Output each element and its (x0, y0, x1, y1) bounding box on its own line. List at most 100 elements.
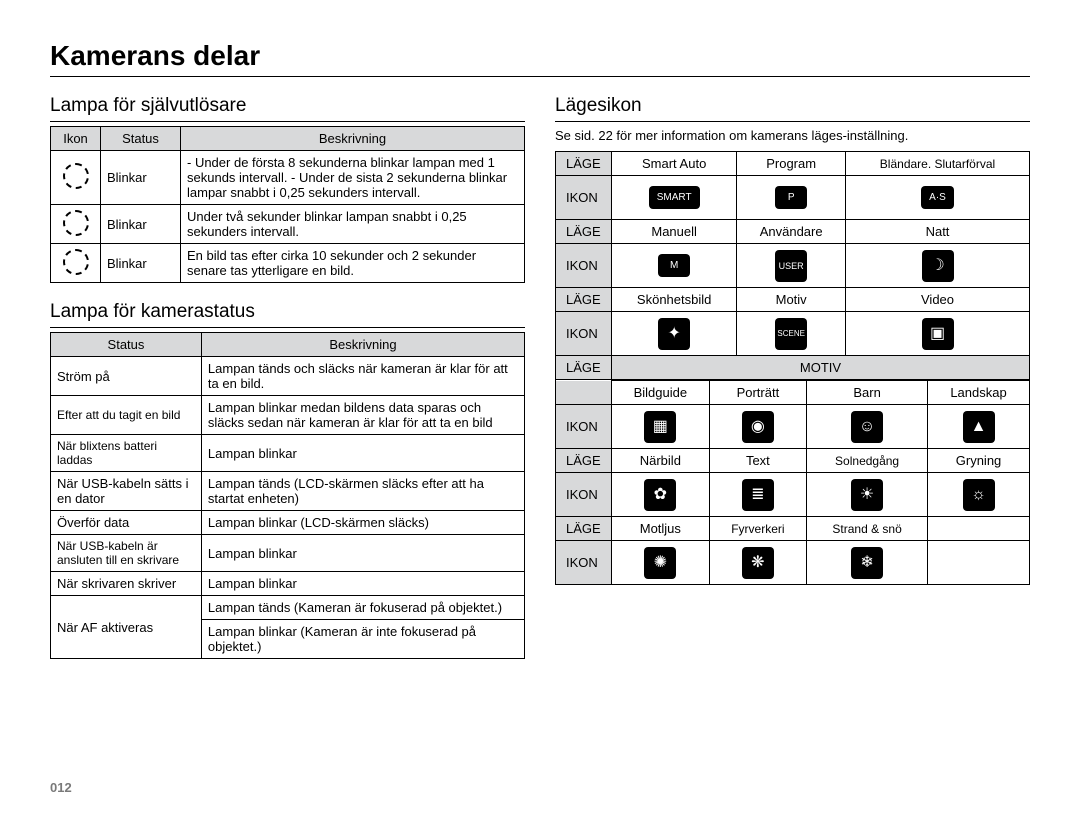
manual-icon: M (612, 244, 737, 288)
mode-name: Fyrverkeri (709, 517, 806, 541)
cell-desc: Lampan blinkar medan bildens data sparas… (201, 396, 524, 435)
smart-auto-icon: SMART (612, 176, 737, 220)
left-column: Lampa för självutlösare Ikon Status Besk… (50, 95, 525, 659)
cell-status: När skrivaren skriver (51, 572, 202, 596)
night-icon: ☽ (846, 244, 1030, 288)
mode-name: Solnedgång (807, 449, 928, 473)
cell-status: Överför data (51, 511, 202, 535)
mode-name: Smart Auto (612, 152, 737, 176)
timer-2-icon (51, 205, 101, 244)
program-icon: P (737, 176, 846, 220)
table-row: När AF aktiveras Lampan tänds (Kameran ä… (51, 596, 525, 620)
cell-status: När USB-kabeln sätts i en dator (51, 472, 202, 511)
mode-name-empty (928, 517, 1030, 541)
col-beskrivning: Beskrivning (201, 333, 524, 357)
label-ikon: IKON (556, 312, 612, 356)
cell-desc: Lampan blinkar (201, 535, 524, 572)
mode-name: Gryning (928, 449, 1030, 473)
mode-icon-empty (928, 541, 1030, 585)
timer-10-icon (51, 151, 101, 205)
label-lage: LÄGE (556, 220, 612, 244)
motiv-table: Bildguide Porträtt Barn Landskap IKON ▦ … (555, 380, 1030, 585)
label-ikon: IKON (556, 244, 612, 288)
table-row: Efter att du tagit en bild Lampan blinka… (51, 396, 525, 435)
cell-status: Blinkar (101, 244, 181, 283)
modeicon-heading: Lägesikon (555, 95, 1030, 122)
col-status: Status (101, 127, 181, 151)
label-lage: LÄGE (556, 449, 612, 473)
right-column: Lägesikon Se sid. 22 för mer information… (555, 95, 1030, 659)
children-icon: ☺ (807, 405, 928, 449)
mode-name: Skönhetsbild (612, 288, 737, 312)
cell-desc: En bild tas efter cirka 10 sekunder och … (181, 244, 525, 283)
label-ikon: IKON (556, 176, 612, 220)
cell-desc: Lampan blinkar (201, 572, 524, 596)
closeup-icon: ✿ (612, 473, 710, 517)
label-lage: LÄGE (556, 288, 612, 312)
mode-name: Program (737, 152, 846, 176)
text-icon: ≣ (709, 473, 806, 517)
aperture-shutter-icon: A·S (846, 176, 1030, 220)
label-ikon: IKON (556, 473, 612, 517)
label-ikon: IKON (556, 541, 612, 585)
cell-desc: Lampan blinkar (LCD-skärmen släcks) (201, 511, 524, 535)
page-title: Kamerans delar (50, 40, 1030, 77)
table-row: Blinkar En bild tas efter cirka 10 sekun… (51, 244, 525, 283)
mode-table: LÄGE Smart Auto Program Bländare. Slutar… (555, 151, 1030, 380)
cell-desc: Lampan tänds och släcks när kameran är k… (201, 357, 524, 396)
cell-status: Blinkar (101, 151, 181, 205)
table-row: När USB-kabeln är ansluten till en skriv… (51, 535, 525, 572)
mode-name: Användare (737, 220, 846, 244)
video-icon: ▣ (846, 312, 1030, 356)
mode-name: Bländare. Slutarförval (846, 152, 1030, 176)
mode-name: Text (709, 449, 806, 473)
modeicon-note: Se sid. 22 för mer information om kamera… (555, 128, 1030, 143)
beachsnow-icon: ❄ (807, 541, 928, 585)
cell-status: När AF aktiveras (51, 596, 202, 659)
cell-desc: - Under de första 8 sekunderna blinkar l… (181, 151, 525, 205)
col-status: Status (51, 333, 202, 357)
cell-status: Ström på (51, 357, 202, 396)
cell-desc: Lampan blinkar (Kameran är inte fokusera… (201, 620, 524, 659)
beauty-icon: ✦ (612, 312, 737, 356)
camerastatus-table: Status Beskrivning Ström på Lampan tänds… (50, 332, 525, 659)
cell-status: När USB-kabeln är ansluten till en skriv… (51, 535, 202, 572)
scene-icon: SCENE (737, 312, 846, 356)
label-lage-hidden (556, 381, 612, 405)
mode-name: Motiv (737, 288, 846, 312)
label-lage: LÄGE (556, 517, 612, 541)
cell-status: Blinkar (101, 205, 181, 244)
cell-desc: Lampan blinkar (201, 435, 524, 472)
dawn-icon: ☼ (928, 473, 1030, 517)
landscape-icon: ▲ (928, 405, 1030, 449)
mode-name: Närbild (612, 449, 710, 473)
cell-status: Efter att du tagit en bild (51, 396, 202, 435)
table-row: När blixtens batteri laddas Lampan blink… (51, 435, 525, 472)
backlight-icon: ✺ (612, 541, 710, 585)
table-row: När USB-kabeln sätts i en dator Lampan t… (51, 472, 525, 511)
cell-desc: Lampan tänds (LCD-skärmen släcks efter a… (201, 472, 524, 511)
col-beskrivning: Beskrivning (181, 127, 525, 151)
timer-double-icon (51, 244, 101, 283)
label-lage: LÄGE (556, 152, 612, 176)
table-row: Blinkar Under två sekunder blinkar lampa… (51, 205, 525, 244)
mode-name: Motljus (612, 517, 710, 541)
page-number: 012 (50, 780, 72, 795)
mode-name: Barn (807, 381, 928, 405)
mode-name: Natt (846, 220, 1030, 244)
mode-name: Porträtt (709, 381, 806, 405)
table-row: När skrivaren skriver Lampan blinkar (51, 572, 525, 596)
mode-name: Manuell (612, 220, 737, 244)
mode-name: Landskap (928, 381, 1030, 405)
selftimer-table: Ikon Status Beskrivning Blinkar - Under … (50, 126, 525, 283)
label-lage: LÄGE (556, 356, 612, 380)
table-row: Blinkar - Under de första 8 sekunderna b… (51, 151, 525, 205)
cell-desc: Lampan tänds (Kameran är fokuserad på ob… (201, 596, 524, 620)
label-ikon: IKON (556, 405, 612, 449)
table-row: Överför data Lampan blinkar (LCD-skärmen… (51, 511, 525, 535)
cell-status: När blixtens batteri laddas (51, 435, 202, 472)
photoguide-icon: ▦ (612, 405, 710, 449)
mode-name: Strand & snö (807, 517, 928, 541)
cell-desc: Under två sekunder blinkar lampan snabbt… (181, 205, 525, 244)
portrait-icon: ◉ (709, 405, 806, 449)
